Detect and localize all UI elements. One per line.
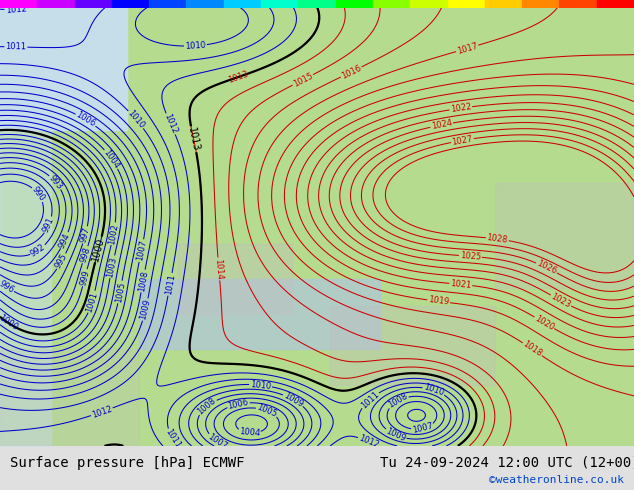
Bar — [186, 0, 224, 8]
Text: 1011: 1011 — [359, 390, 380, 410]
Bar — [299, 0, 335, 8]
Text: 1006: 1006 — [227, 397, 250, 411]
Text: 1006: 1006 — [74, 110, 97, 129]
Text: 1015: 1015 — [292, 71, 314, 89]
Text: 1011: 1011 — [5, 42, 27, 51]
Text: 999: 999 — [79, 269, 91, 287]
Text: 1022: 1022 — [450, 102, 472, 114]
Bar — [335, 0, 373, 8]
Text: 1027: 1027 — [451, 134, 474, 147]
Bar — [485, 0, 522, 8]
Text: 1001: 1001 — [85, 291, 100, 313]
Bar — [410, 0, 448, 8]
Text: 1002: 1002 — [107, 222, 120, 245]
Text: 996: 996 — [0, 279, 15, 295]
Text: 1012: 1012 — [5, 4, 27, 15]
Bar — [75, 0, 112, 8]
Text: 1009: 1009 — [384, 427, 407, 443]
Text: 1016: 1016 — [340, 63, 363, 81]
Text: 1025: 1025 — [460, 251, 481, 262]
Text: 991: 991 — [41, 216, 56, 234]
Text: 1010: 1010 — [250, 380, 271, 391]
Text: 990: 990 — [30, 185, 47, 203]
Text: 1009: 1009 — [282, 391, 305, 409]
Text: 1019: 1019 — [427, 295, 450, 307]
Text: 1026: 1026 — [535, 259, 558, 276]
Text: 1007: 1007 — [411, 421, 434, 435]
Text: 1012: 1012 — [162, 112, 179, 135]
Text: Tu 24-09-2024 12:00 UTC (12+00): Tu 24-09-2024 12:00 UTC (12+00) — [380, 456, 634, 469]
Text: 1010: 1010 — [422, 383, 445, 398]
Text: 1017: 1017 — [456, 41, 479, 56]
Text: 1010: 1010 — [126, 109, 146, 130]
Text: ©weatheronline.co.uk: ©weatheronline.co.uk — [489, 475, 624, 485]
Bar — [0, 0, 37, 8]
Text: 1023: 1023 — [550, 292, 573, 310]
Text: 1028: 1028 — [486, 233, 508, 245]
Text: 1000: 1000 — [91, 236, 107, 263]
Text: 993: 993 — [47, 173, 64, 191]
Text: 1003: 1003 — [106, 255, 119, 278]
Polygon shape — [178, 244, 292, 315]
Text: 1021: 1021 — [450, 279, 472, 290]
Text: 1024: 1024 — [430, 119, 453, 131]
Text: 1000: 1000 — [0, 313, 19, 332]
Polygon shape — [495, 183, 634, 288]
Text: 998: 998 — [79, 245, 92, 264]
Bar — [261, 0, 299, 8]
Text: 1008: 1008 — [196, 396, 218, 416]
Polygon shape — [0, 349, 139, 446]
Polygon shape — [139, 279, 380, 349]
Text: 1008: 1008 — [387, 392, 409, 410]
Text: 1013: 1013 — [227, 69, 250, 85]
Text: 1014: 1014 — [214, 258, 224, 280]
Text: 1004: 1004 — [102, 148, 121, 170]
Text: 995: 995 — [54, 252, 69, 270]
Text: 1007: 1007 — [207, 432, 229, 451]
Text: 1018: 1018 — [521, 340, 543, 359]
Text: 1012: 1012 — [357, 434, 380, 450]
Bar — [373, 0, 410, 8]
Text: 1011: 1011 — [164, 273, 176, 295]
Text: Surface pressure [hPa] ECMWF: Surface pressure [hPa] ECMWF — [10, 456, 244, 469]
Text: 1007: 1007 — [135, 240, 148, 262]
Text: 994: 994 — [57, 231, 72, 249]
Bar — [559, 0, 597, 8]
Bar — [597, 0, 634, 8]
Text: 1013: 1013 — [186, 126, 201, 152]
Bar — [112, 0, 149, 8]
Bar — [522, 0, 559, 8]
Text: 1012: 1012 — [91, 404, 113, 419]
Text: 992: 992 — [29, 243, 47, 259]
Text: 1004: 1004 — [238, 427, 261, 439]
Text: 997: 997 — [79, 226, 92, 244]
Text: 1005: 1005 — [113, 281, 126, 303]
Text: 1011: 1011 — [164, 428, 183, 450]
Bar — [149, 0, 186, 8]
Bar — [448, 0, 485, 8]
Polygon shape — [330, 306, 495, 385]
Text: 1020: 1020 — [533, 314, 555, 332]
Text: 1005: 1005 — [256, 402, 278, 419]
Bar — [37, 0, 75, 8]
Text: 1010: 1010 — [184, 41, 206, 51]
Text: 1009: 1009 — [139, 298, 152, 321]
Bar — [224, 0, 261, 8]
Text: 1008: 1008 — [137, 270, 149, 292]
